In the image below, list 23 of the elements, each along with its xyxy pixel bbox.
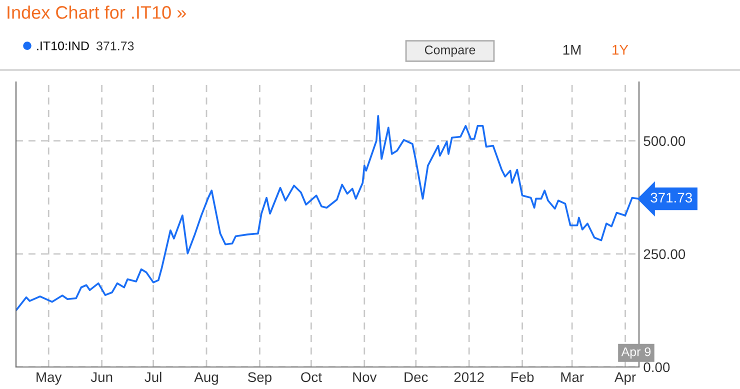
x-tick-label: Apr (614, 372, 636, 385)
text: 1M (563, 45, 581, 55)
x-tick-label: Feb (511, 372, 534, 382)
text: 371.73 (96, 42, 134, 50)
y-tick-label: 0.00 (644, 362, 670, 372)
text: 1Y (612, 45, 628, 55)
legend-label: .IT10:IND (37, 41, 89, 50)
x-tick-label: Sep (248, 372, 272, 385)
x-tick-label: Aug (194, 372, 218, 385)
y-tick-label: 500.00 (644, 136, 686, 146)
x-tick-label: Jun (90, 372, 112, 382)
annotation: Apr 9 (621, 347, 651, 359)
chart-title: Index Chart for .IT10 » (8, 6, 186, 19)
x-tick-label: Mar (561, 372, 584, 382)
y-tick-label: 250.00 (644, 249, 686, 260)
x-tick-label: Dec (404, 372, 428, 382)
x-tick-label: 2012 (454, 372, 484, 382)
x-tick-label: May (36, 372, 62, 385)
x-tick-label: Oct (301, 372, 322, 382)
x-tick-label: Nov (353, 372, 377, 382)
text: Compare (424, 46, 476, 57)
x-tick-label: Jul (144, 372, 162, 382)
annotation: 371.73 (650, 192, 692, 203)
